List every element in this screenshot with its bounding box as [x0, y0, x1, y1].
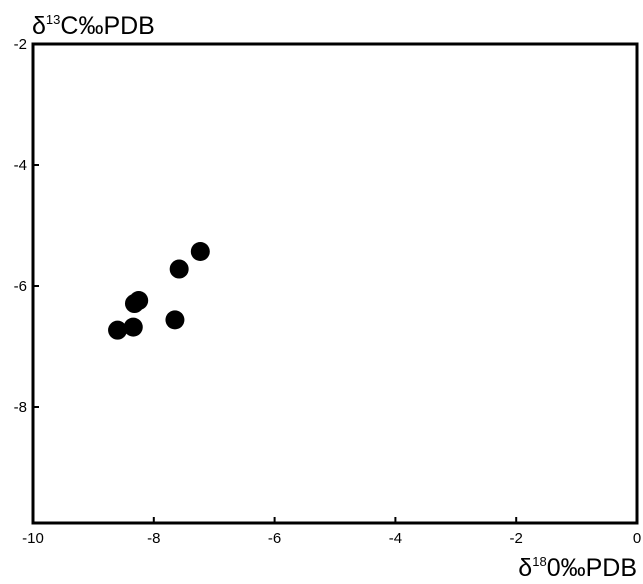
data-point [169, 259, 189, 279]
x-tick-label: -2 [510, 530, 523, 547]
x-tick-label: -10 [22, 530, 44, 547]
x-axis-title: δ180‰PDB [518, 554, 637, 582]
x-tick-label: -6 [268, 530, 281, 547]
data-point [123, 317, 143, 337]
data-point [190, 242, 210, 262]
axis-ticks: -10 -8 -6 -4 -2 0 -2 -4 -6 -8 [14, 36, 642, 547]
y-tick-label: -4 [14, 157, 27, 174]
data-point [165, 310, 185, 330]
y-tick-label: -6 [14, 278, 27, 295]
x-tick-label: -4 [389, 530, 402, 547]
y-tick-label: -8 [14, 399, 27, 416]
x-tick-label: -8 [147, 530, 160, 547]
data-points [108, 242, 210, 340]
data-point [124, 294, 144, 314]
plot-frame [31, 42, 639, 525]
x-tick-label: 0 [633, 530, 641, 547]
y-axis-title: δ13C‰PDB [32, 12, 155, 40]
y-tick-label: -2 [14, 36, 27, 53]
data-point [108, 320, 128, 340]
